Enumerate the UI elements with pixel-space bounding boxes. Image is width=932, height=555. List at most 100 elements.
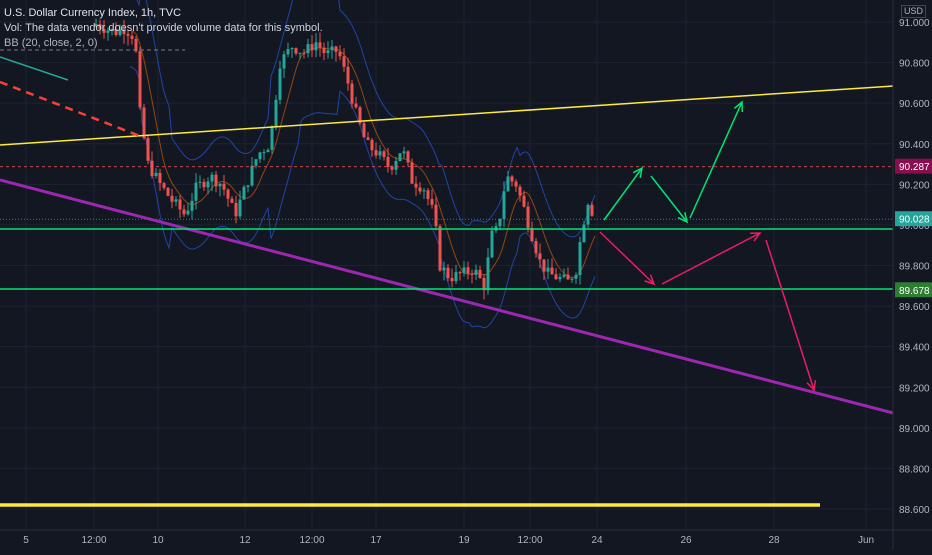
- price-tick-label: 90.000: [899, 221, 930, 232]
- green-arrow-3[interactable]: [689, 100, 744, 219]
- pink-arrow-3-path[interactable]: [765, 239, 815, 391]
- candle-body: [526, 206, 530, 228]
- candle-body: [182, 209, 186, 215]
- candle-body: [122, 29, 126, 34]
- candle-body: [186, 210, 190, 215]
- candle-body: [570, 278, 574, 280]
- red-dashed-trend-line[interactable]: [0, 80, 146, 140]
- candle-body: [198, 181, 202, 183]
- candle-body: [210, 174, 214, 182]
- candle-body: [306, 44, 310, 54]
- pink-arrow-1-path[interactable]: [599, 231, 655, 285]
- legend-title[interactable]: U.S. Dollar Currency Index, 1h, TVC: [4, 7, 182, 19]
- legend-vol[interactable]: Vol: The data vendor doesn't provide vol…: [4, 22, 323, 34]
- candle-body: [374, 150, 378, 156]
- candle-body: [354, 103, 358, 108]
- price-tick-label: 89.200: [899, 383, 930, 394]
- green-arrow-1[interactable]: [603, 166, 644, 221]
- candle-body: [214, 174, 218, 187]
- candle-body: [346, 66, 350, 84]
- candle-body: [206, 181, 210, 188]
- candle-body: [506, 176, 510, 192]
- green-arrow-2[interactable]: [650, 175, 689, 224]
- pink-arrow-3[interactable]: [765, 239, 817, 392]
- bb-basis: [129, 29, 596, 278]
- magenta-trend-line[interactable]: [0, 178, 894, 415]
- candle-body: [394, 160, 398, 170]
- candle-body: [138, 51, 142, 108]
- price-tick-label: 89.800: [899, 262, 930, 273]
- candle-body: [338, 51, 342, 57]
- candle-body: [418, 187, 422, 192]
- green-arrow-1-head: [632, 166, 644, 178]
- candle-body: [518, 186, 522, 196]
- time-tick-label: 12:00: [299, 535, 324, 546]
- candle-body: [334, 46, 338, 52]
- candle-body: [314, 42, 318, 51]
- candle-body: [190, 200, 194, 211]
- time-tick-label: 24: [591, 535, 603, 546]
- candle-body: [242, 186, 246, 200]
- green-arrow-2-path[interactable]: [650, 175, 688, 223]
- candle-body: [326, 50, 330, 54]
- pink-arrow-2-path[interactable]: [661, 232, 761, 285]
- price-badge: [895, 211, 932, 227]
- candle-body: [362, 123, 366, 138]
- time-tick-label: Jun: [858, 535, 874, 546]
- pink-arrow-3-head: [806, 379, 817, 392]
- candle-body: [590, 204, 594, 216]
- candle-body: [154, 172, 158, 176]
- candle-body: [542, 259, 546, 272]
- pink-arrow-1[interactable]: [599, 231, 656, 286]
- drawings[interactable]: [0, 49, 894, 507]
- candle-body: [538, 253, 542, 260]
- teal-trend-line[interactable]: [0, 56, 69, 81]
- candle-body: [130, 35, 134, 39]
- candle-body: [102, 29, 106, 33]
- candle-body: [174, 199, 178, 202]
- candle-body: [582, 224, 586, 243]
- candle-body: [502, 191, 506, 219]
- candle-body: [370, 139, 374, 151]
- candle-body: [166, 187, 170, 196]
- pink-arrow-2-head: [749, 232, 762, 242]
- time-tick-label: 12:00: [81, 535, 106, 546]
- price-tick-label: 90.400: [899, 140, 930, 151]
- candle-body: [390, 166, 394, 170]
- candle-body: [298, 52, 302, 54]
- green-arrow-3-head: [733, 100, 744, 113]
- price-badge-label: 90.287: [899, 162, 930, 173]
- candle-body: [230, 198, 234, 203]
- grid: [0, 0, 893, 530]
- candle-body: [302, 52, 306, 54]
- green-arrow-3-path[interactable]: [689, 101, 743, 219]
- candle-body: [454, 272, 458, 282]
- candle-body: [278, 68, 282, 100]
- candle-body: [226, 189, 230, 199]
- candle-body: [398, 153, 402, 161]
- candle-body: [282, 54, 286, 69]
- candle-body: [498, 218, 502, 227]
- yellow-trend-line[interactable]: [0, 85, 894, 146]
- legend-bb[interactable]: BB (20, close, 2, 0): [4, 37, 98, 49]
- candle-body: [286, 49, 290, 55]
- bb-upper-band: [136, 0, 596, 238]
- time-tick-label: 26: [680, 535, 692, 546]
- candle-body: [146, 138, 150, 161]
- time-tick-label: 17: [370, 535, 382, 546]
- time-tick-label: 12: [239, 535, 251, 546]
- candle-body: [142, 107, 146, 139]
- candle-body: [510, 176, 514, 182]
- candle-body: [558, 276, 562, 280]
- candle-body: [330, 46, 334, 51]
- candle-body: [514, 181, 518, 187]
- green-arrow-1-path[interactable]: [603, 167, 643, 221]
- candle-body: [462, 267, 466, 274]
- currency-label[interactable]: USD: [900, 5, 926, 18]
- pink-arrow-2[interactable]: [661, 232, 762, 285]
- price-tick-label: 89.000: [899, 424, 930, 435]
- candle-body: [546, 267, 550, 272]
- candle-body: [378, 151, 382, 156]
